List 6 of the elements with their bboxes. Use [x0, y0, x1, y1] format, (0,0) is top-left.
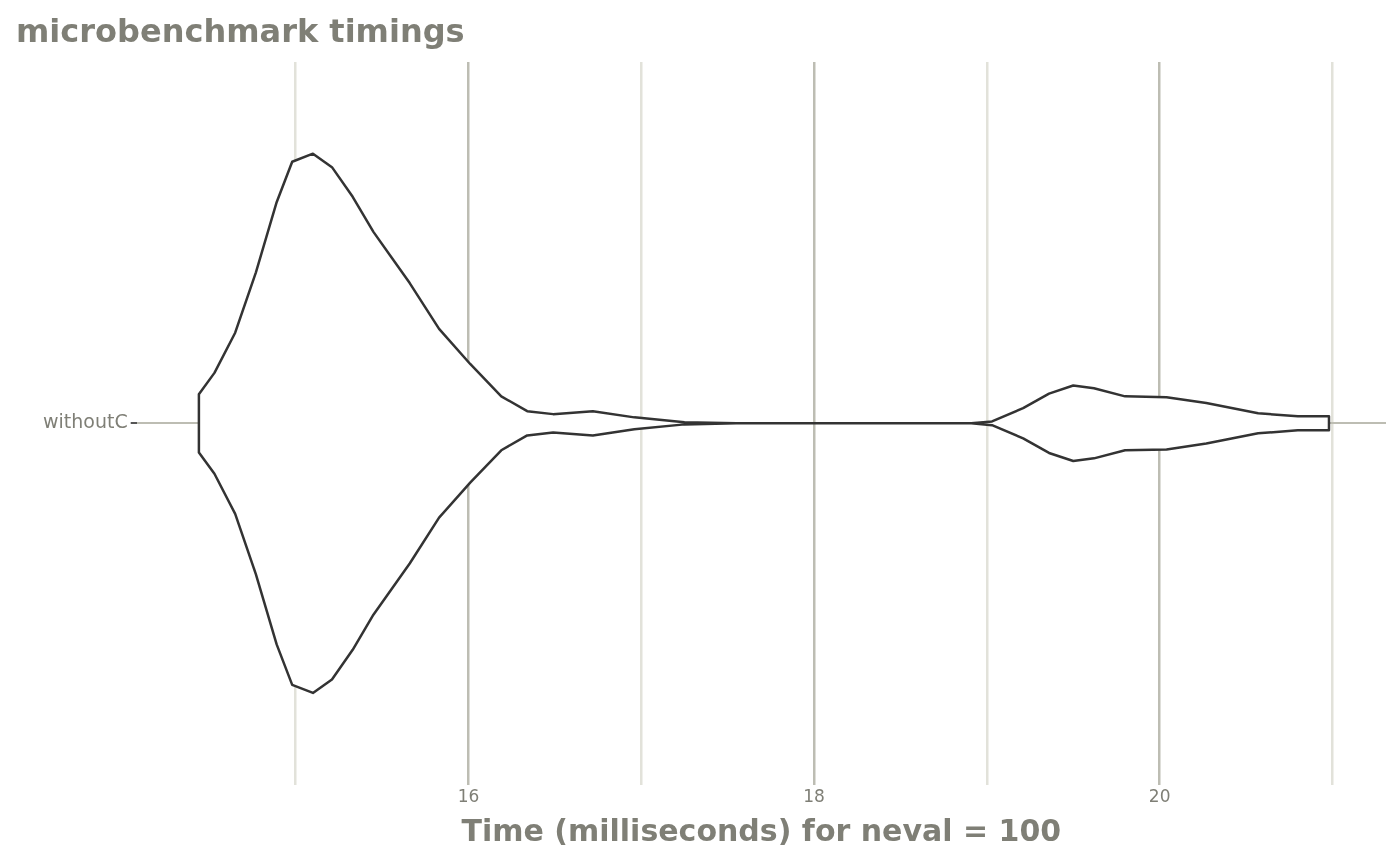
text: withoutC: [42, 410, 128, 433]
x-tick-label: 20: [1148, 786, 1171, 807]
x-tick-label: 16: [457, 786, 480, 807]
x-tick-label: 18: [803, 786, 825, 807]
x-axis-title: Time (milliseconds) for neval = 100: [461, 812, 1062, 848]
chart-title: microbenchmark timings: [16, 12, 465, 50]
